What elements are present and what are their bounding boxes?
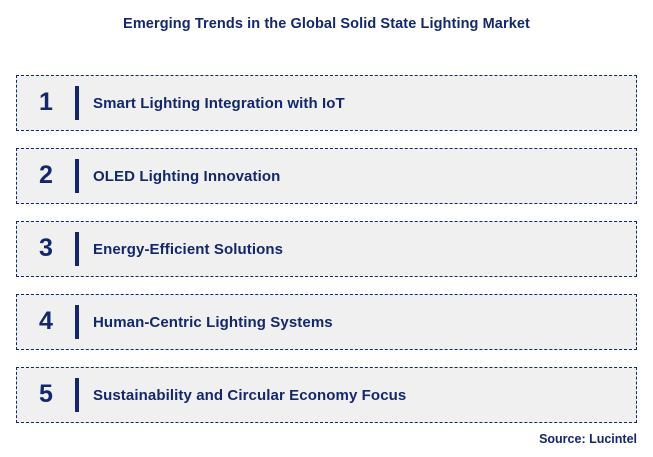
trend-number: 4	[39, 306, 53, 335]
trend-list: 1 Smart Lighting Integration with IoT 2 …	[16, 75, 637, 423]
trend-number: 5	[39, 379, 53, 408]
divider-bar	[75, 232, 79, 266]
list-item: 5 Sustainability and Circular Economy Fo…	[16, 367, 637, 423]
divider-bar	[75, 378, 79, 412]
page-title: Emerging Trends in the Global Solid Stat…	[123, 16, 530, 32]
trend-label: Energy-Efficient Solutions	[93, 240, 284, 258]
list-item: 2 OLED Lighting Innovation	[16, 148, 637, 204]
trend-label: Sustainability and Circular Economy Focu…	[93, 386, 407, 404]
trend-number: 1	[39, 87, 53, 116]
divider-bar	[75, 86, 79, 120]
trend-label: OLED Lighting Innovation	[93, 167, 281, 185]
trend-label: Human-Centric Lighting Systems	[93, 313, 333, 331]
list-item: 4 Human-Centric Lighting Systems	[16, 294, 637, 350]
divider-bar	[75, 159, 79, 193]
list-item: 3 Energy-Efficient Solutions	[16, 221, 637, 277]
source-attribution: Source: Lucintel	[539, 432, 637, 446]
trend-number: 2	[39, 160, 53, 189]
list-item: 1 Smart Lighting Integration with IoT	[16, 75, 637, 131]
trend-label: Smart Lighting Integration with IoT	[93, 94, 345, 112]
divider-bar	[75, 305, 79, 339]
trend-number: 3	[39, 233, 53, 262]
